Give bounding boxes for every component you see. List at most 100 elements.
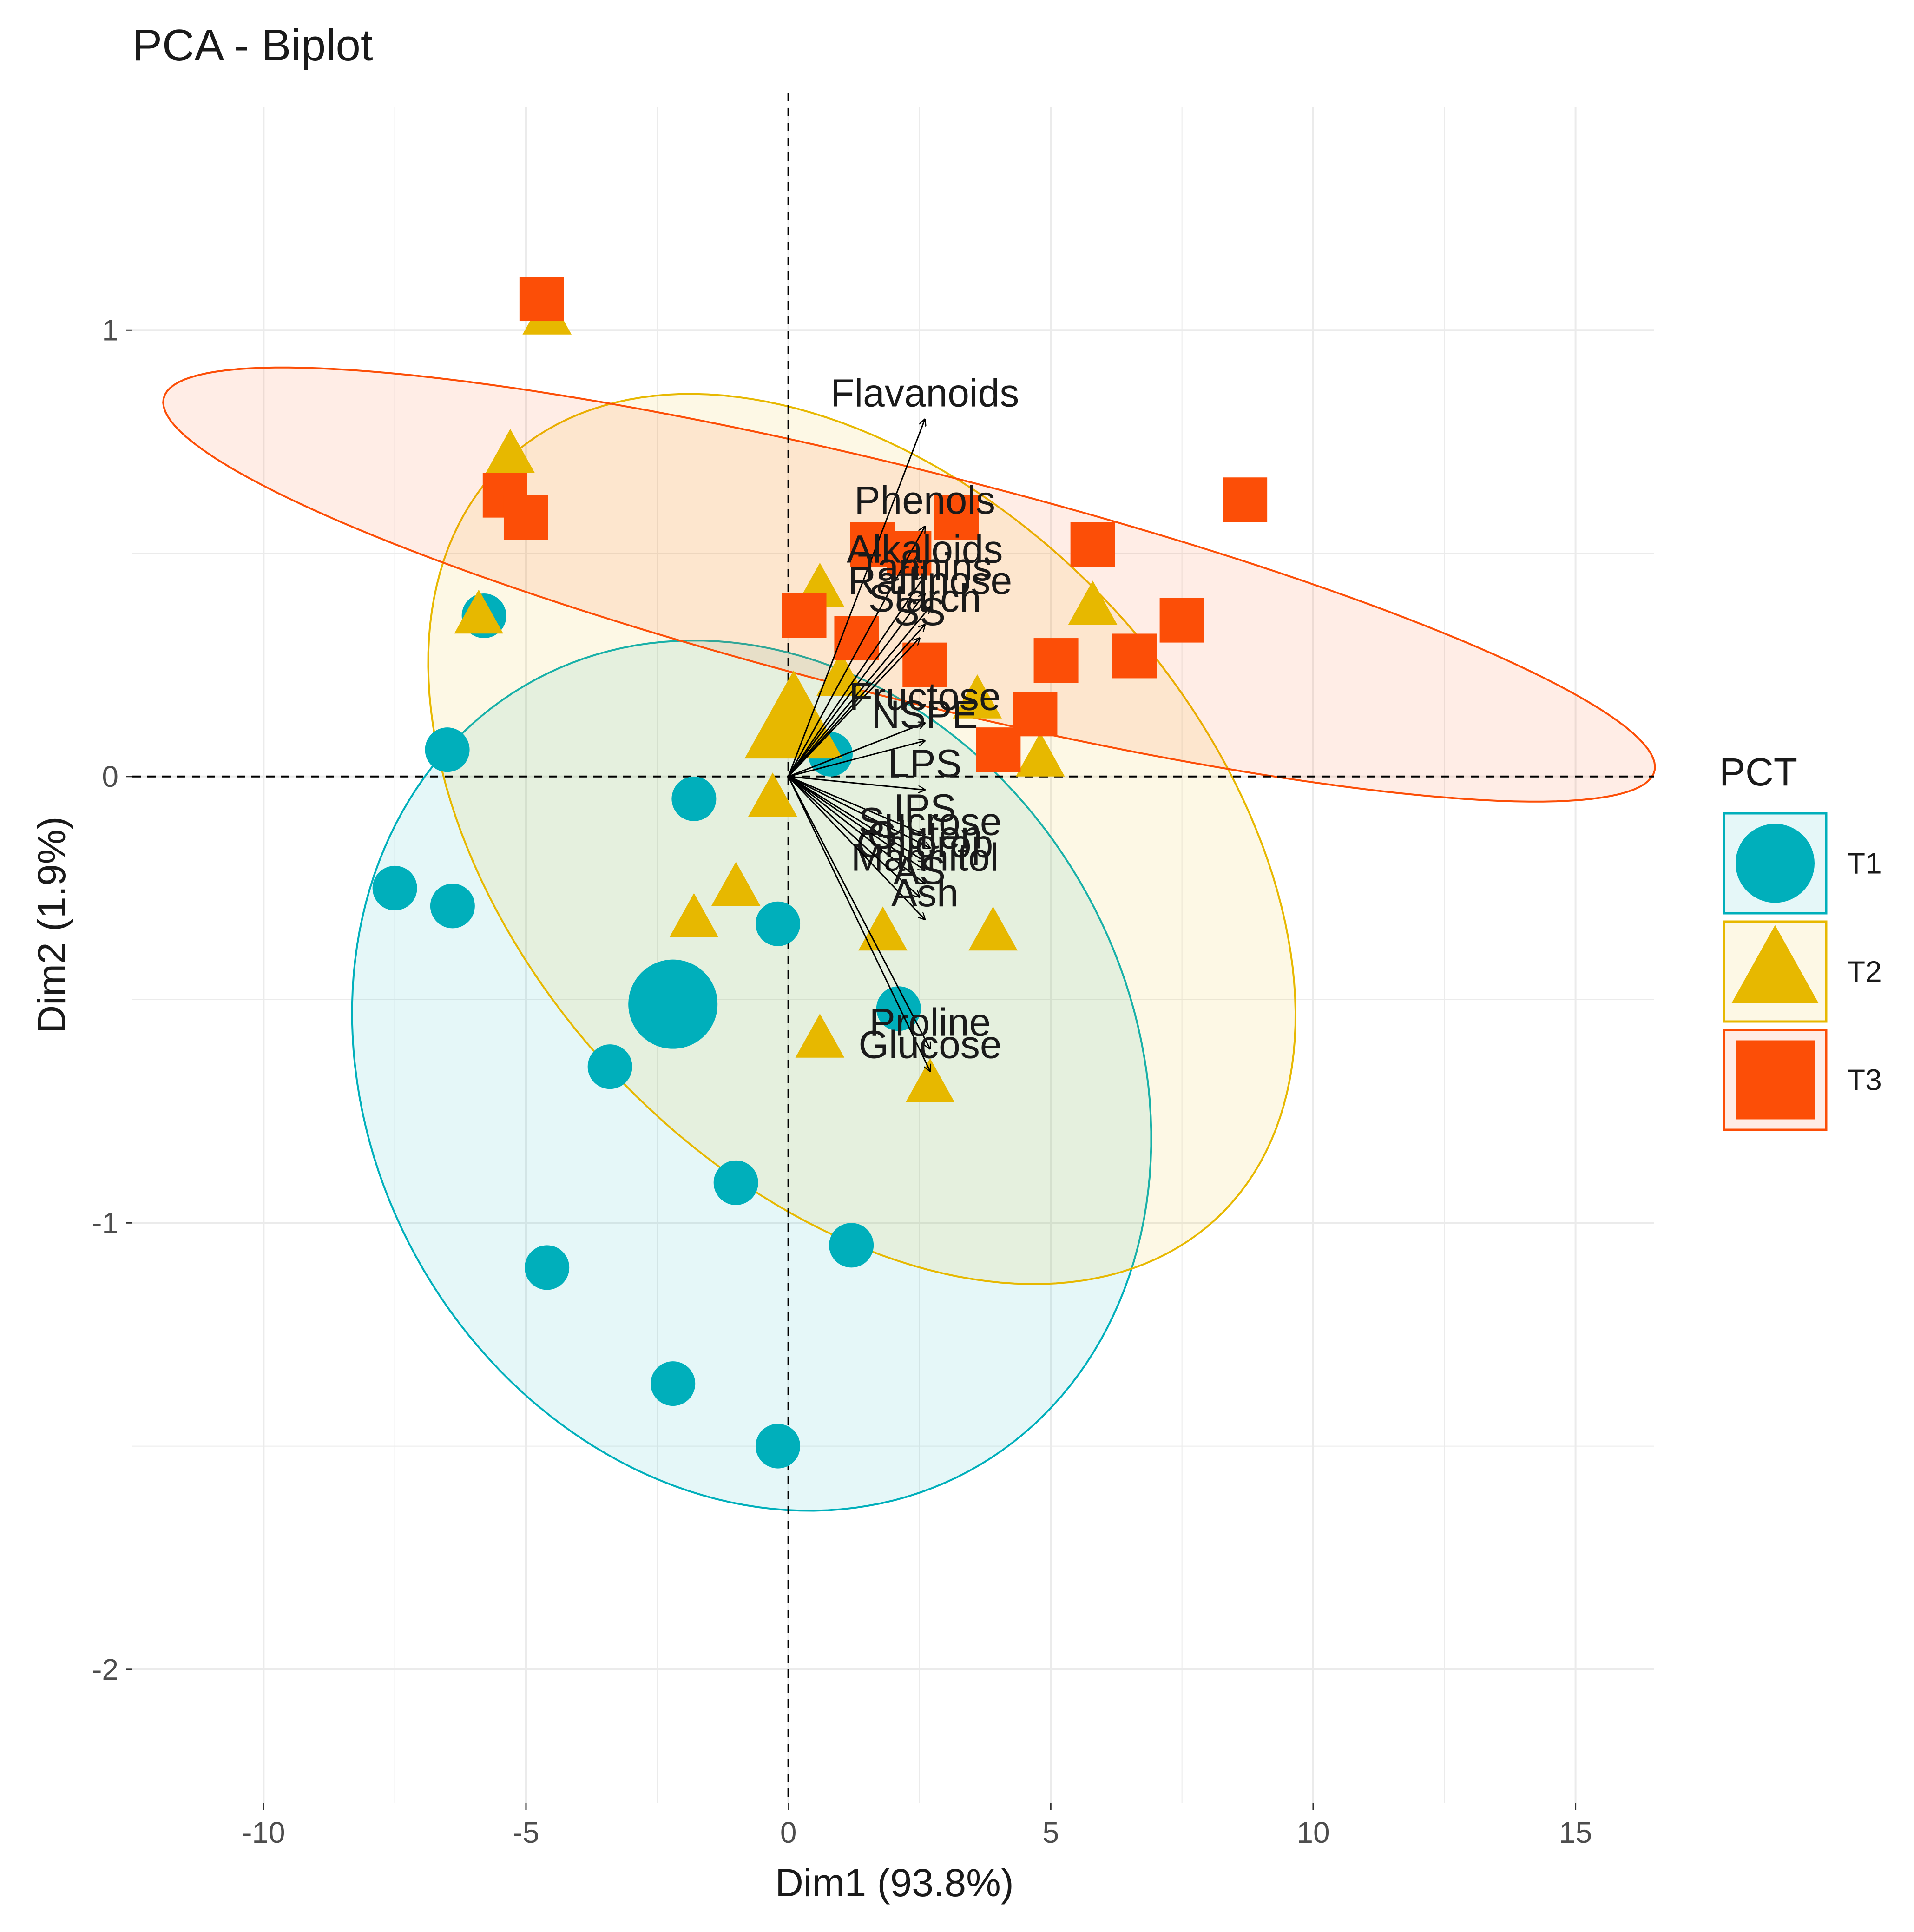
variable-label: Sucrose — [858, 799, 1001, 843]
y-tick-label: 0 — [102, 760, 118, 793]
variable-arrow — [788, 776, 920, 897]
variable-label: LPS — [888, 742, 962, 785]
variable-label: Glucose — [858, 1023, 1001, 1067]
data-point-t3 — [1223, 477, 1268, 522]
data-point-t1 — [756, 901, 801, 946]
data-point-t3 — [1159, 598, 1204, 643]
x-tick-label: -10 — [242, 1816, 285, 1849]
variable-arrow — [788, 419, 925, 777]
variable-arrow — [788, 776, 930, 848]
variable-label: Raffinose — [848, 559, 1012, 602]
variable-label: SS — [894, 590, 946, 633]
data-point-t3 — [887, 531, 932, 576]
legend-title: PCT — [1719, 750, 1797, 794]
data-point-t2 — [486, 429, 535, 473]
data-point-t2 — [816, 652, 866, 696]
data-point-t1 — [587, 1044, 632, 1089]
variable-label: Tannins — [857, 545, 992, 589]
data-point-t3 — [902, 642, 947, 687]
variable-label: Starch — [868, 576, 981, 620]
legend-label-t3: T3 — [1847, 1063, 1882, 1097]
data-point-t3 — [519, 277, 564, 322]
reference-lines — [132, 93, 1654, 1803]
data-point-t1 — [713, 1160, 758, 1205]
data-point-t1 — [651, 1361, 696, 1406]
variable-arrow — [788, 607, 930, 777]
variable-label: Phenols — [854, 478, 995, 522]
legend-symbol-t3 — [1736, 1040, 1815, 1120]
variable-label: Chlorop — [856, 822, 993, 866]
data-point-t1 — [372, 865, 417, 910]
data-point-t2 — [711, 862, 761, 906]
legend-label-t2: T2 — [1847, 955, 1882, 989]
data-point-t2 — [1068, 580, 1118, 625]
legend-symbol-t2 — [1731, 925, 1819, 1003]
point-layer — [372, 277, 1268, 1469]
confidence-ellipse-t3 — [162, 366, 1656, 803]
data-point-t2 — [953, 674, 1002, 719]
variable-arrow — [788, 723, 925, 778]
y-tick-label: 1 — [102, 313, 118, 347]
data-point-t1 — [876, 986, 921, 1031]
legend: PCT T1 T2 T3 — [1719, 750, 1882, 1131]
plot-title: PCA - Biplot — [132, 20, 373, 70]
data-point-t2 — [795, 1014, 845, 1058]
variable-label: Alkaloids — [847, 528, 1003, 571]
variable-label: NSPE — [872, 692, 978, 736]
data-point-t3 — [503, 495, 548, 540]
variable-arrow — [788, 776, 925, 835]
x-tick-label: 5 — [1042, 1816, 1059, 1849]
data-point-t2 — [669, 893, 719, 937]
x-tick-label: -5 — [513, 1816, 539, 1849]
y-axis-title: Dim2 (1.9%) — [30, 817, 73, 1034]
data-point-t2 — [748, 772, 797, 817]
data-point-t3 — [934, 495, 979, 540]
y-tick-label: -2 — [92, 1653, 118, 1686]
variable-arrow — [788, 776, 925, 862]
variable-arrow — [788, 527, 925, 777]
data-point-t2 — [968, 906, 1018, 951]
variable-arrow — [788, 776, 930, 1071]
data-point-t3 — [782, 593, 827, 638]
legend-symbol-t1 — [1736, 824, 1815, 903]
data-point-t2 — [1015, 732, 1065, 777]
data-point-t3 — [1112, 633, 1157, 679]
variable-label: IPS — [894, 786, 956, 830]
data-point-t1 — [671, 776, 717, 821]
variable-arrows: Flavanoids Phenols AlkaloidsTanninsRaffino… — [788, 371, 1019, 1071]
variable-arrow — [788, 638, 920, 777]
variable-label: Ash — [891, 871, 959, 915]
variable-arrow — [788, 776, 925, 884]
data-point-t3 — [1033, 638, 1079, 683]
variable-arrow — [788, 625, 925, 777]
data-point-t1 — [425, 727, 470, 772]
group-centroid-t1 — [628, 959, 718, 1049]
variable-label: Fructose — [849, 675, 1001, 719]
data-point-t1 — [829, 1223, 874, 1268]
variable-label: Proline — [869, 1001, 991, 1044]
variable-arrow — [788, 741, 925, 778]
x-axis-title: Dim1 (93.8%) — [775, 1861, 1013, 1905]
data-point-t2 — [858, 906, 908, 951]
axis-ticks: -10 -5 0 5 10 15-2-101 — [92, 313, 1592, 1849]
variable-label: Gluten — [868, 813, 983, 857]
variable-label: Flavanoids — [830, 371, 1019, 415]
data-point-t2 — [905, 1058, 955, 1102]
variable-arrow — [788, 776, 925, 870]
variable-arrow — [788, 776, 925, 919]
variable-arrow — [788, 593, 925, 777]
data-point-t3 — [1070, 522, 1115, 567]
variable-arrow — [788, 576, 925, 777]
x-tick-label: 0 — [780, 1816, 797, 1849]
data-point-t1 — [756, 1424, 801, 1469]
y-tick-label: -1 — [92, 1206, 118, 1240]
x-tick-label: 15 — [1559, 1816, 1592, 1849]
variable-label: AS — [894, 849, 946, 892]
data-point-t2 — [454, 589, 504, 634]
data-point-t3 — [976, 727, 1021, 772]
data-point-t1 — [525, 1245, 570, 1290]
variable-arrow — [788, 776, 930, 1049]
legend-label-t1: T1 — [1847, 847, 1882, 880]
